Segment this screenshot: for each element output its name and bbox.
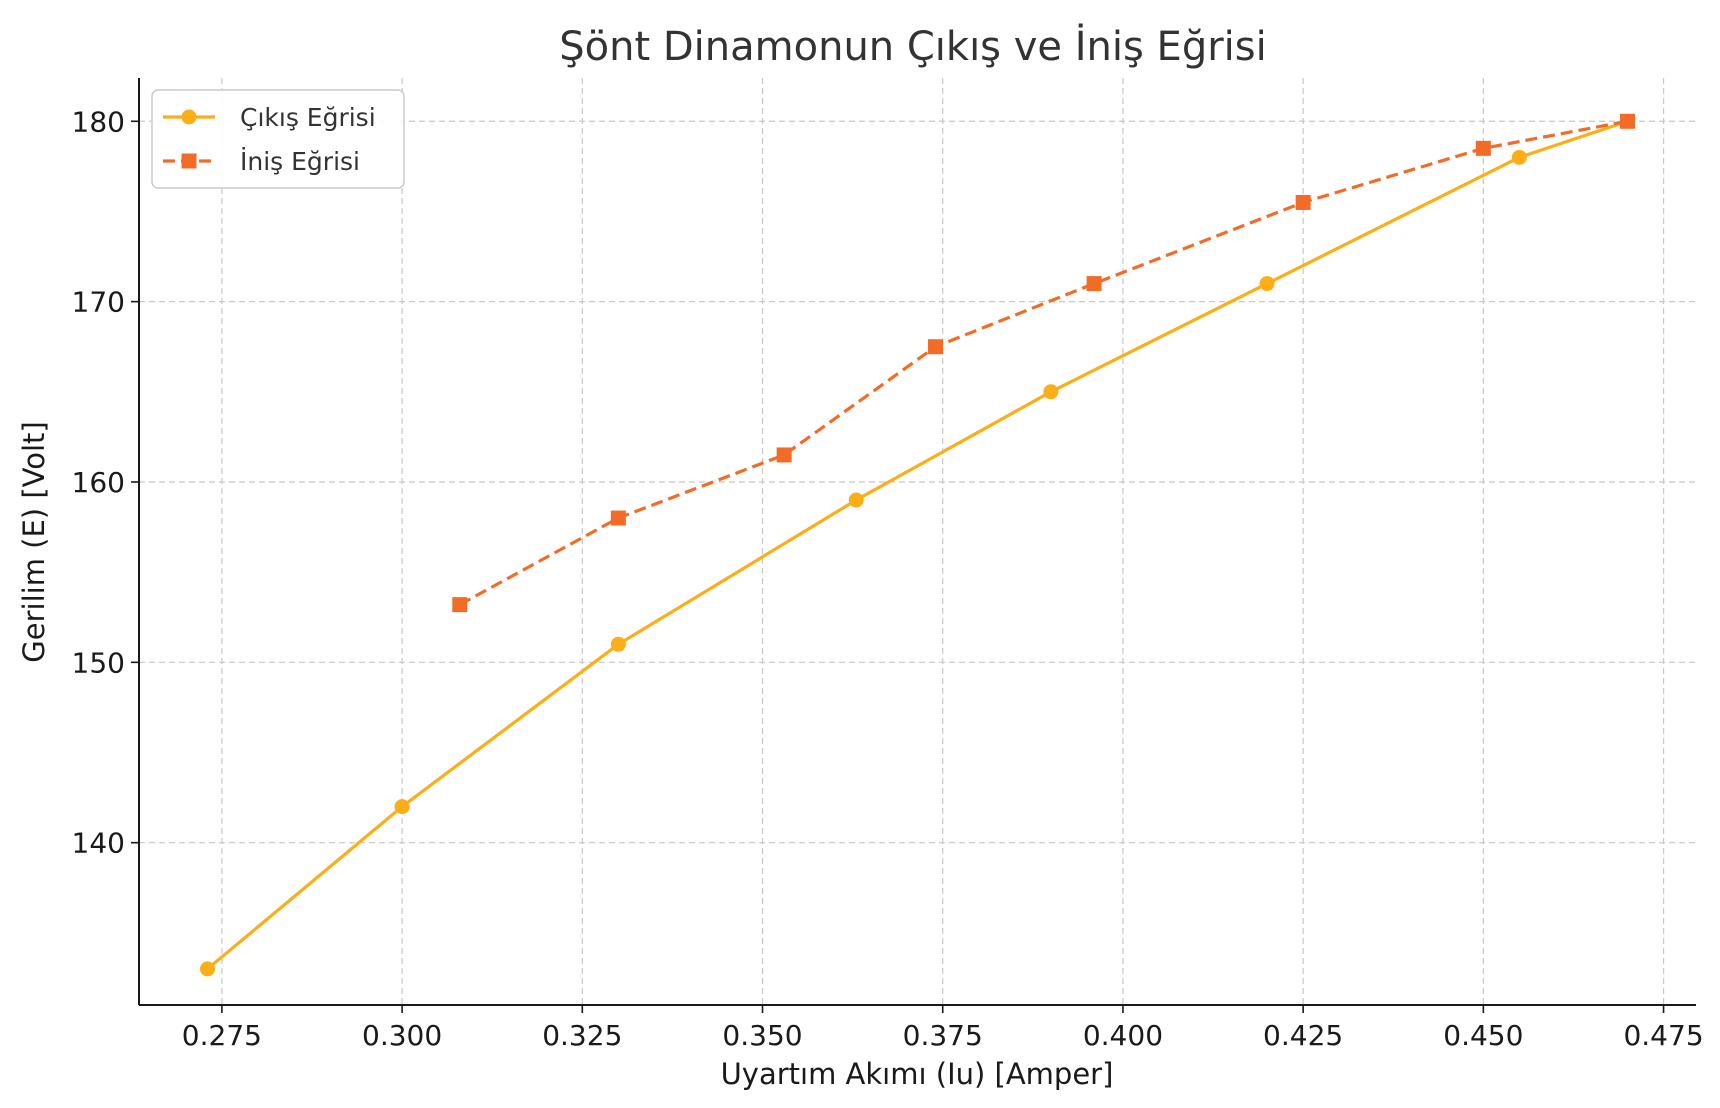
legend-entry: İniş Eğrisi [163, 147, 360, 176]
data-point [1475, 140, 1491, 156]
data-point [928, 339, 944, 355]
x-tick-label: 0.450 [1443, 1019, 1523, 1052]
data-point [776, 447, 792, 463]
data-point [394, 799, 410, 815]
legend-label: İniş Eğrisi [240, 147, 360, 176]
data-point [199, 961, 215, 977]
x-tick-label: 0.425 [1263, 1019, 1343, 1052]
x-axis-label: Uyartım Akımı (Iu) [Amper] [721, 1057, 1114, 1091]
legend: Çıkış Eğrisi İniş Eğrisi [151, 89, 405, 189]
legend-marker [181, 153, 197, 169]
data-point [1511, 149, 1527, 165]
legend-entry: Çıkış Eğrisi [163, 103, 376, 132]
grid [139, 78, 1696, 1005]
data-point [848, 492, 864, 508]
y-tick-label: 180 [72, 105, 125, 138]
y-tick-label: 140 [72, 827, 125, 860]
legend-box [151, 89, 405, 189]
plot-area [199, 113, 1636, 977]
series-line [206, 119, 1629, 971]
series-1 [199, 113, 1636, 977]
y-tick-label: 150 [72, 646, 125, 679]
x-tick-label: 0.350 [722, 1019, 802, 1052]
x-tick-label: 0.475 [1623, 1019, 1703, 1052]
data-point [1620, 113, 1636, 129]
y-tick-label: 160 [72, 466, 125, 499]
data-point [1086, 276, 1102, 292]
data-point [1043, 384, 1059, 400]
x-tick-label: 0.325 [542, 1019, 622, 1052]
data-point [452, 597, 468, 613]
ticks: 0.275 0.300 0.325 0.350 0.375 0.400 0.425 0.450… [72, 105, 1704, 1052]
data-point [1259, 276, 1275, 292]
data-point [610, 510, 626, 526]
x-tick-label: 0.375 [903, 1019, 983, 1052]
y-axis-label: Gerilim (E) [Volt] [17, 421, 51, 662]
data-point [1295, 194, 1311, 210]
axes [138, 78, 1696, 1006]
series-2 [452, 113, 1636, 613]
chart-title: Şönt Dinamonun Çıkış ve İniş Eğrisi [559, 22, 1266, 70]
x-tick-label: 0.275 [182, 1019, 262, 1052]
legend-marker [181, 109, 197, 125]
y-tick-label: 170 [72, 286, 125, 319]
x-tick-label: 0.400 [1083, 1019, 1163, 1052]
legend-label: Çıkış Eğrisi [240, 103, 376, 132]
data-point [610, 636, 626, 652]
x-tick-label: 0.300 [362, 1019, 442, 1052]
